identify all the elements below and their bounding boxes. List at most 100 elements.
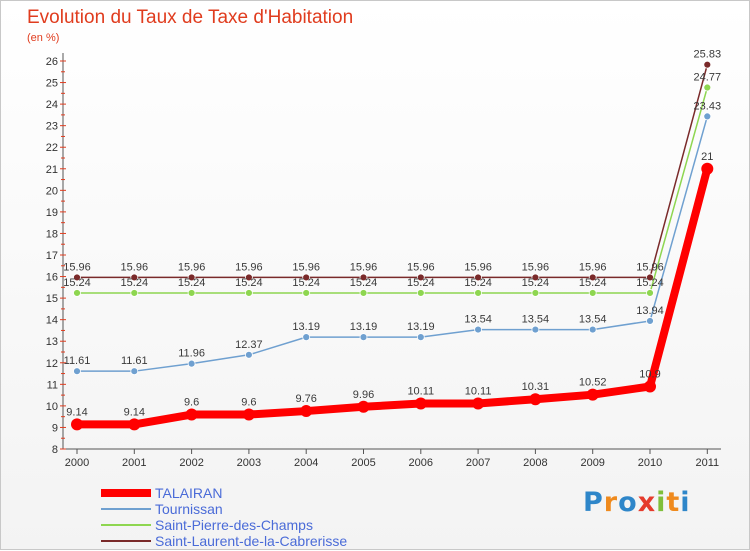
data-point xyxy=(531,325,540,334)
data-point xyxy=(531,289,540,297)
data-label: 12.37 xyxy=(235,339,263,351)
data-point xyxy=(588,325,597,334)
data-point xyxy=(703,60,712,69)
x-tick-label: 2001 xyxy=(122,457,146,469)
y-tick-label: 20 xyxy=(46,185,58,197)
data-label: 15.24 xyxy=(636,277,664,289)
x-tick-label: 2000 xyxy=(65,457,89,469)
data-point xyxy=(130,289,139,297)
legend-label: TALAIRAN xyxy=(155,485,223,501)
data-label: 10.9 xyxy=(639,368,660,380)
data-point xyxy=(359,333,368,342)
data-point xyxy=(73,273,81,282)
legend-swatch xyxy=(101,524,151,526)
data-point xyxy=(646,273,654,282)
data-point xyxy=(242,408,255,421)
data-label: 15.96 xyxy=(121,261,149,273)
data-label: 9.6 xyxy=(184,397,199,409)
legend-swatch xyxy=(101,489,151,497)
data-label: 15.96 xyxy=(522,261,550,273)
y-tick-label: 19 xyxy=(46,207,58,219)
x-tick-label: 2003 xyxy=(237,457,261,469)
data-label: 15.96 xyxy=(292,261,320,273)
data-label: 15.24 xyxy=(350,277,378,289)
data-label: 13.19 xyxy=(407,321,435,333)
data-label: 9.14 xyxy=(124,406,145,418)
y-tick-label: 8 xyxy=(52,444,58,456)
data-label: 9.96 xyxy=(353,389,374,401)
y-tick-label: 16 xyxy=(46,272,58,284)
x-tick-label: 2011 xyxy=(695,457,719,469)
brand-letter: P xyxy=(583,487,604,518)
data-label: 10.31 xyxy=(522,381,550,393)
data-label: 10.52 xyxy=(579,377,607,389)
data-label: 11.61 xyxy=(121,355,148,367)
brand-logo: Proxiti xyxy=(583,487,691,518)
data-label: 25.83 xyxy=(694,49,722,61)
data-label: 13.54 xyxy=(464,314,492,326)
data-label: 15.96 xyxy=(235,261,263,273)
y-tick-label: 9 xyxy=(52,422,58,434)
data-point xyxy=(302,273,311,282)
y-tick-label: 23 xyxy=(46,121,58,133)
data-point xyxy=(646,289,654,297)
data-point xyxy=(300,405,313,418)
data-label: 15.24 xyxy=(63,277,91,289)
data-label: 15.24 xyxy=(178,277,206,289)
data-label: 23.43 xyxy=(694,100,722,112)
data-label: 15.96 xyxy=(407,261,435,273)
data-label: 21 xyxy=(701,151,713,163)
brand-letter: o xyxy=(618,487,638,518)
data-label: 15.24 xyxy=(292,277,320,289)
data-point xyxy=(302,289,311,297)
legend-label: Tournissan xyxy=(155,501,223,517)
data-point xyxy=(416,333,425,342)
data-point xyxy=(414,397,427,410)
brand-letter: t xyxy=(666,487,681,518)
data-point xyxy=(588,273,597,282)
data-point xyxy=(531,273,540,282)
data-point xyxy=(187,273,196,282)
data-label: 15.24 xyxy=(407,277,435,289)
data-label: 15.24 xyxy=(121,277,149,289)
data-label: 15.24 xyxy=(579,277,607,289)
legend-swatch xyxy=(101,540,151,542)
data-point xyxy=(244,289,253,297)
data-label: 13.54 xyxy=(522,314,550,326)
data-point xyxy=(130,367,139,376)
x-tick-label: 2007 xyxy=(466,457,490,469)
data-point xyxy=(588,289,597,297)
data-label: 9.6 xyxy=(241,397,256,409)
data-point xyxy=(701,162,714,175)
y-tick-label: 17 xyxy=(46,250,58,262)
data-point xyxy=(244,273,253,282)
data-point xyxy=(128,418,141,431)
data-label: 11.96 xyxy=(178,348,205,360)
brand-letter: x xyxy=(637,487,657,518)
y-tick-label: 13 xyxy=(46,336,58,348)
x-tick-label: 2002 xyxy=(179,457,203,469)
y-tick-label: 21 xyxy=(46,164,58,176)
series-line-2 xyxy=(76,86,709,294)
y-tick-label: 25 xyxy=(46,78,58,90)
data-label: 15.96 xyxy=(350,261,378,273)
y-tick-label: 18 xyxy=(46,228,58,240)
x-tick-label: 2005 xyxy=(351,457,375,469)
x-tick-label: 2004 xyxy=(294,457,318,469)
data-point xyxy=(71,418,83,431)
data-point xyxy=(416,273,425,282)
brand-letter: i xyxy=(680,487,691,518)
data-point xyxy=(73,367,81,376)
data-label: 10.11 xyxy=(465,386,492,398)
y-tick-label: 15 xyxy=(46,293,58,305)
y-tick-label: 22 xyxy=(46,142,58,154)
data-label: 24.77 xyxy=(694,72,722,84)
data-point xyxy=(703,112,712,121)
x-tick-label: 2006 xyxy=(409,457,433,469)
data-point xyxy=(73,289,81,297)
data-point xyxy=(187,289,196,297)
series-line-1 xyxy=(76,115,709,372)
data-label: 15.96 xyxy=(636,261,664,273)
brand-letter: i xyxy=(656,487,667,518)
